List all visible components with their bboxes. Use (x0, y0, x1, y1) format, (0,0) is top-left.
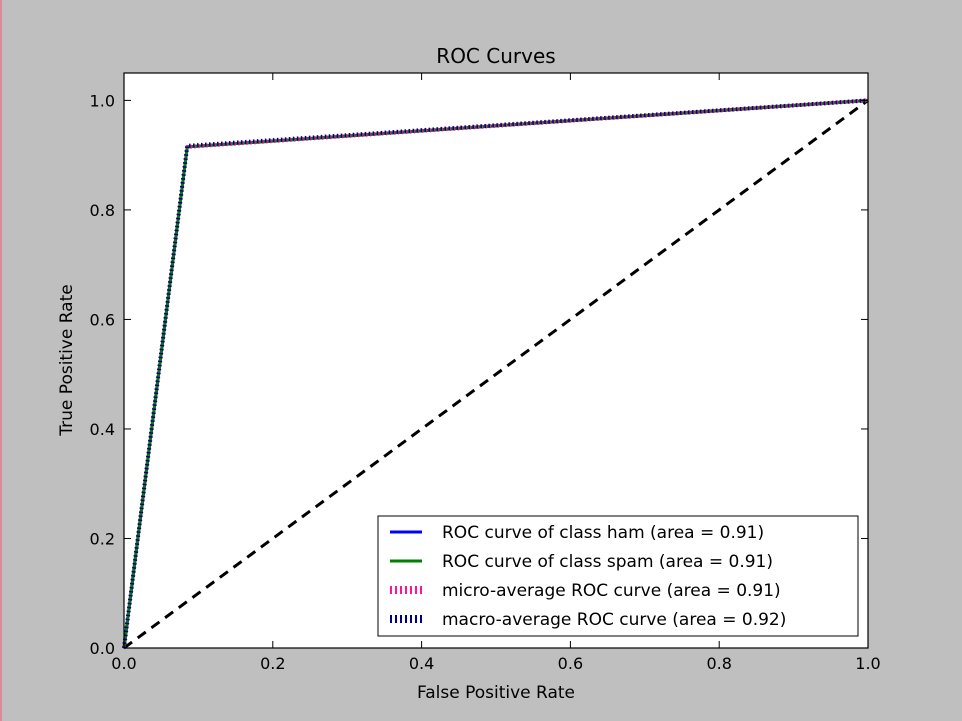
series-line-4 (122, 98, 869, 649)
plot-frame (123, 72, 869, 649)
chart-title: ROC Curves (436, 44, 555, 68)
legend-box (377, 515, 859, 637)
y-tick-label: 0.4 (90, 420, 115, 439)
y-tick-label: 1.0 (90, 91, 115, 110)
y-tick-label: 0.2 (90, 529, 115, 548)
x-axis-label: False Positive Rate (417, 683, 575, 703)
x-tick-label: 0.6 (558, 654, 583, 673)
y-axis-label: True Positive Rate (57, 284, 77, 436)
legend-entry-4: macro-average ROC curve (area = 0.92) (442, 610, 786, 630)
chart-marks (122, 98, 869, 650)
legend-entry-2: ROC curve of class spam (area = 0.91) (442, 552, 773, 572)
y-tick-label: 0.0 (90, 639, 115, 658)
x-tick-label: 0.8 (706, 654, 731, 673)
chance-reference-line (123, 99, 869, 650)
axis-ticks: 0.0 0.2 0.4 0.6 0.8 1.0 0.0 0.2 0.4 0.6 0.8 1.0 (90, 73, 881, 673)
x-tick-label: 0.2 (260, 654, 285, 673)
legend-entry-1: ROC curve of class ham (area = 0.91) (442, 523, 764, 543)
x-tick-label: 0.4 (409, 654, 434, 673)
legend: ROC curve of class ham (area = 0.91) ROC … (377, 515, 859, 637)
y-tick-label: 0.8 (90, 201, 115, 220)
x-tick-label: 0.0 (111, 654, 136, 673)
y-tick-label: 0.6 (90, 310, 115, 329)
legend-entry-3: micro-average ROC curve (area = 0.91) (442, 581, 781, 601)
x-tick-label: 1.0 (855, 654, 880, 673)
